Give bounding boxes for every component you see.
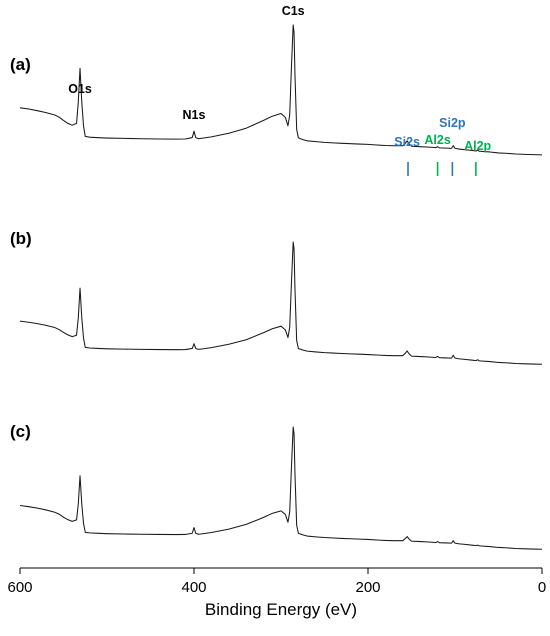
peak-label-o1s: O1s (68, 82, 92, 96)
x-axis: 600 400 200 0 Binding Energy (eV) (7, 567, 546, 619)
x-tick-label: 600 (7, 579, 32, 596)
peak-label-si2p: Si2p (439, 116, 466, 130)
spectrum-line (19, 24, 543, 156)
x-tick-label: 0 (538, 579, 546, 596)
panel-b: (b) (10, 229, 543, 365)
peak-label-si2s: Si2s (394, 135, 420, 149)
peak-label-al2p: Al2p (464, 139, 491, 153)
peak-label-n1s: N1s (183, 108, 206, 122)
panel-label: (b) (10, 229, 32, 248)
x-axis-title: Binding Energy (eV) (205, 600, 357, 619)
peak-label-al2s: Al2s (424, 133, 450, 147)
spectrum-line (19, 426, 543, 550)
panel-a: (a) C1s O1s N1s Si2s Al2s Si2p Al2p (10, 4, 543, 176)
x-tick-label: 400 (181, 579, 206, 596)
x-ticks: 600 400 200 0 (7, 568, 546, 596)
spectrum-line (19, 241, 543, 365)
spectra-panels: (a) C1s O1s N1s Si2s Al2s Si2p Al2p (b) (c) (10, 4, 543, 550)
panel-label: (c) (10, 422, 31, 441)
x-tick-label: 200 (355, 579, 380, 596)
peak-label-c1s: C1s (282, 4, 305, 18)
panel-c: (c) (10, 422, 543, 550)
panel-label: (a) (10, 55, 31, 74)
